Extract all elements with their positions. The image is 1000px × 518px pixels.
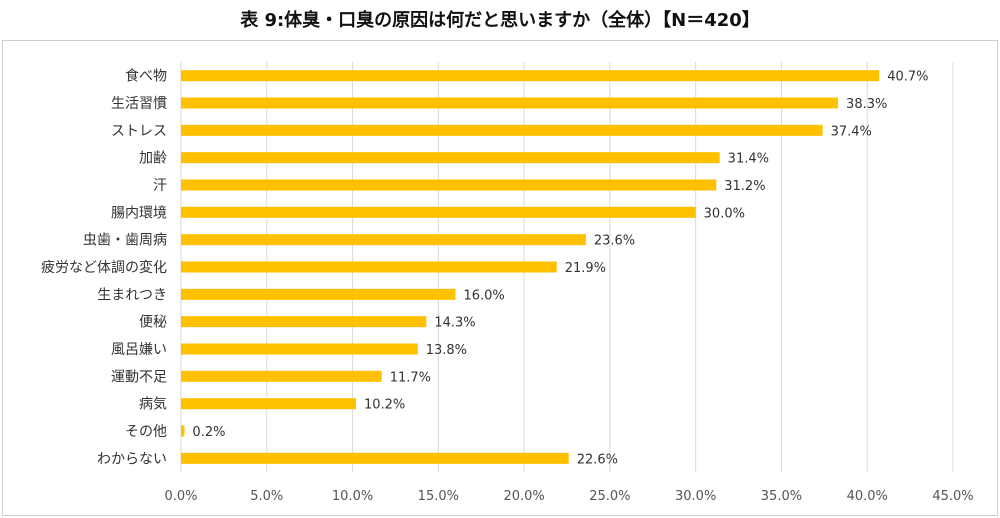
bar (181, 234, 586, 246)
category-label: その他 (125, 424, 167, 440)
bar (181, 124, 823, 136)
x-tick-label: 30.0% (675, 489, 716, 504)
bars (181, 70, 880, 464)
category-label: 生まれつき (97, 287, 167, 303)
x-tick-label: 35.0% (761, 489, 802, 504)
data-label: 30.0% (704, 206, 745, 221)
data-label: 38.3% (846, 97, 887, 112)
data-label: 31.4% (728, 152, 769, 167)
x-tick-label: 45.0% (932, 489, 973, 504)
bar (181, 425, 185, 437)
category-label: 病気 (139, 397, 167, 413)
category-label: 加齢 (139, 151, 167, 167)
x-tick-label: 25.0% (589, 489, 630, 504)
category-label: 食べ物 (125, 68, 167, 85)
category-labels: 食べ物生活習慣ストレス加齢汗腸内環境虫歯・歯周病疲労など体調の変化生まれつき便秘… (41, 68, 167, 468)
x-tick-label: 10.0% (332, 489, 373, 504)
x-tick-label: 20.0% (503, 489, 544, 504)
bar (181, 343, 418, 355)
bar (181, 261, 557, 273)
bar (181, 288, 456, 300)
category-label: 風呂嫌い (111, 342, 167, 358)
category-label: わからない (97, 451, 167, 467)
bar (181, 179, 717, 191)
category-label: 腸内環境 (111, 205, 167, 221)
category-label: 便秘 (139, 315, 167, 331)
bar (181, 452, 569, 464)
category-label: 生活習慣 (111, 95, 167, 112)
category-label: 汗 (153, 178, 167, 194)
x-tick-label: 0.0% (164, 489, 197, 504)
data-labels: 40.7%38.3% 37.4% 31.4% 31.2% 30.0% 23.6% 21.9%… (192, 70, 928, 468)
chart-title: 表 9:体臭・口臭の原因は何だと思いますか（全体）【N＝420】 (240, 10, 760, 31)
bar (181, 206, 696, 218)
x-tick-label: 15.0% (418, 489, 459, 504)
data-label: 16.0% (463, 288, 504, 303)
data-label: 21.9% (565, 261, 606, 276)
bar (181, 398, 356, 410)
data-label: 0.2% (192, 425, 225, 440)
bar (181, 70, 880, 82)
data-label: 31.2% (724, 179, 765, 194)
category-label: ストレス (111, 123, 167, 139)
bar (181, 370, 382, 382)
data-label: 40.7% (887, 70, 928, 85)
data-label: 13.8% (426, 343, 467, 358)
bar (181, 152, 720, 164)
x-axis-ticks: 0.0% 5.0% 10.0% 15.0% 20.0% 25.0% 30.0% 35.0% 40… (164, 489, 973, 504)
chart-frame (2, 40, 998, 516)
data-label: 14.3% (434, 316, 475, 331)
x-tick-label: 5.0% (250, 489, 283, 504)
data-label: 10.2% (364, 398, 405, 413)
data-label: 22.6% (577, 452, 618, 467)
bar (181, 97, 839, 109)
category-label: 運動不足 (111, 369, 167, 385)
data-label: 11.7% (390, 370, 431, 385)
x-tick-label: 40.0% (847, 489, 888, 504)
data-label: 23.6% (594, 234, 635, 249)
category-label: 虫歯・歯周病 (83, 233, 167, 249)
category-label: 疲労など体調の変化 (41, 259, 167, 276)
bar (181, 316, 427, 328)
data-label: 37.4% (831, 124, 872, 139)
